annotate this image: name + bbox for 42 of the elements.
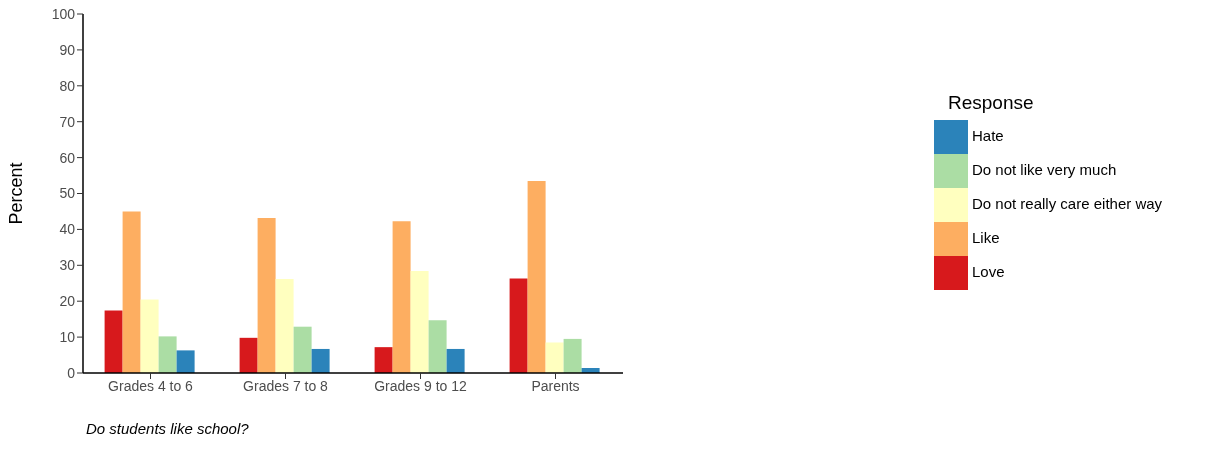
y-tick-label: 100 (51, 5, 76, 22)
y-tick-label: 80 (59, 77, 76, 94)
x-tick-label: Grades 4 to 6 (108, 377, 194, 394)
bar (374, 347, 393, 373)
bar (257, 217, 276, 373)
bar (140, 299, 159, 373)
y-tick-label: 10 (59, 329, 76, 346)
legend-label: Hate (972, 126, 1004, 144)
bar (563, 338, 582, 373)
legend-label: Do not really care either way (972, 194, 1163, 212)
bar (428, 320, 447, 373)
y-tick-label: 20 (59, 293, 76, 310)
y-tick-label: 60 (59, 149, 76, 166)
bar (545, 342, 564, 373)
y-tick-label: 50 (59, 185, 76, 202)
bar (446, 348, 465, 373)
y-tick-label: 70 (59, 113, 76, 130)
y-axis-title: Percent (6, 162, 27, 225)
y-tick-label: 40 (59, 221, 76, 238)
y-tick-label: 30 (59, 257, 76, 274)
bar (527, 180, 546, 373)
bar (176, 350, 195, 373)
legend-label: Like (972, 228, 1000, 246)
bar (104, 310, 123, 373)
bar (311, 348, 330, 373)
bar (239, 337, 258, 373)
x-tick-label: Grades 9 to 12 (374, 377, 468, 394)
bar (293, 326, 312, 373)
bar (509, 278, 528, 373)
y-tick-label: 0 (67, 364, 76, 381)
bar (275, 278, 294, 373)
text: Do students like school? (86, 420, 250, 437)
bar (122, 211, 141, 373)
x-tick-label: Grades 7 to 8 (243, 377, 329, 394)
bar (392, 221, 411, 373)
bar (410, 271, 429, 373)
y-tick-label: 90 (59, 41, 76, 58)
legend-label: Do not like very much (972, 160, 1117, 178)
bar (158, 336, 177, 373)
legend-title: Response (948, 92, 1034, 114)
legend-label: Love (972, 262, 1005, 280)
x-tick-label: Parents (531, 377, 580, 394)
